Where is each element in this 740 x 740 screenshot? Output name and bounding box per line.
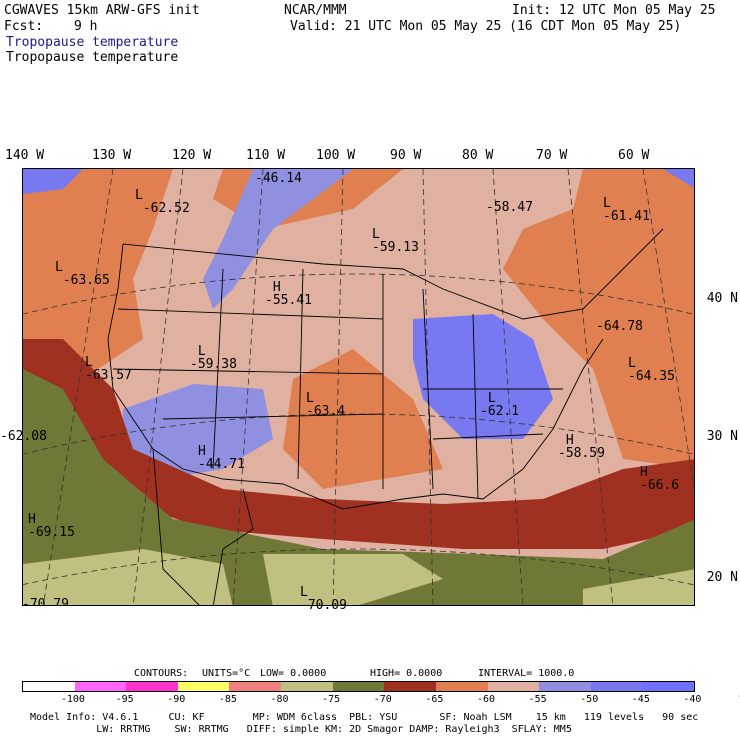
pressure-label: -70.79 (22, 598, 69, 606)
pressure-label: L -59.38 (190, 344, 237, 372)
pressure-label: H -58.59 (558, 433, 605, 461)
field-name-black: Tropopause temperature (6, 50, 179, 65)
model-title: CGWAVES 15km ARW-GFS init (4, 3, 200, 18)
field-tan-sw (23, 549, 233, 605)
valid-time: Valid: 21 UTC Mon 05 May 25 (16 CDT Mon … (290, 19, 682, 34)
map-canvas (23, 169, 694, 605)
model-info-line1: Model Info: V4.6.1 CU: KF MP: WDM 6class… (30, 712, 699, 723)
pressure-label: H -55.41 (265, 280, 312, 308)
colorbar-tick-label: -40 (683, 694, 702, 705)
field-orange-east (503, 169, 694, 469)
colorbar-swatch (487, 682, 540, 691)
lat-label: 20 N (706, 570, 738, 585)
colorbar-swatch (642, 682, 695, 691)
colorbar-tick-label: -55 (528, 694, 547, 705)
field-tan-se (583, 569, 694, 605)
contours-units: UNITS=°C (202, 668, 251, 679)
field-olive-south (23, 369, 694, 605)
colorbar-tick-label: -90 (167, 694, 186, 705)
contours-high: HIGH= 0.0000 (370, 668, 443, 679)
contours-interval: INTERVAL= 1000.0 (478, 668, 575, 679)
pressure-label: L -63.57 (85, 355, 132, 383)
pressure-label: L -63.65 (55, 260, 110, 288)
pressure-label: L -63.4 (306, 391, 346, 419)
colorbar-tick-label: -45 (631, 694, 650, 705)
org-label: NCAR/MMM (284, 3, 347, 18)
lat-label: 30 N (706, 429, 738, 444)
forecast-hours: 9 h (74, 19, 98, 34)
field-tan-gulf (263, 554, 443, 605)
contours-low: LOW= 0.0000 (260, 668, 327, 679)
lon-label: 140 W (5, 148, 45, 163)
lon-label: 60 W (618, 148, 650, 163)
pressure-label: L -62.1 (480, 391, 520, 419)
colorbar-swatch (74, 682, 127, 691)
lon-label: 90 W (390, 148, 422, 163)
field-orange-central (283, 349, 443, 489)
field-blue-sw (123, 384, 273, 479)
colorbar-swatch (590, 682, 643, 691)
field-name-blue: Tropopause temperature (6, 35, 179, 50)
colorbar-tick-label: -65 (425, 694, 444, 705)
colorbar-tick-label: -75 (322, 694, 341, 705)
field-blue-jet (203, 169, 353, 309)
colorbar-tick-label: -80 (270, 694, 289, 705)
pressure-label: H -44.71 (198, 444, 245, 472)
lon-label: 120 W (172, 148, 212, 163)
pressure-label: L -59.13 (372, 227, 419, 255)
colorbar-swatch (281, 682, 334, 691)
colorbar-tick-label: -100 (60, 694, 85, 705)
lon-label: 110 W (246, 148, 286, 163)
forecast-label: Fcst: (4, 19, 44, 34)
field-blue-ohio (413, 314, 553, 439)
colorbar-swatch (229, 682, 282, 691)
pressure-label: L -64.35 (628, 356, 675, 384)
field-blue-nw (23, 169, 83, 194)
pressure-label: -62.08 (0, 429, 47, 444)
pressure-label: -46.14 (255, 171, 302, 186)
tropopause-temperature-map (22, 168, 695, 606)
colorbar-tick-label: -85 (218, 694, 237, 705)
pressure-label: -64.78 (596, 319, 643, 334)
lon-label: 130 W (92, 148, 132, 163)
pressure-label: H -66.6 (640, 465, 680, 493)
model-info-line2: LW: RRTMG SW: RRTMG DIFF: simple KM: 2D … (30, 724, 572, 735)
colorbar-swatch (23, 682, 76, 691)
colorbar-swatch (332, 682, 385, 691)
pressure-label: H -69.15 (28, 512, 75, 540)
colorbar-tick-label: °C (738, 694, 740, 705)
init-time: Init: 12 UTC Mon 05 May 25 (512, 3, 716, 18)
colorbar (22, 681, 695, 692)
colorbar-tick-label: -60 (476, 694, 495, 705)
pressure-label: L -70.09 (300, 585, 347, 613)
colorbar-swatch (177, 682, 230, 691)
lon-label: 70 W (536, 148, 568, 163)
colorbar-swatch (539, 682, 592, 691)
field-red-band (23, 339, 694, 549)
pressure-label: -58.47 (486, 200, 533, 215)
colorbar-tick-label: -95 (115, 694, 134, 705)
colorbar-swatch (126, 682, 179, 691)
lon-label: 80 W (462, 148, 494, 163)
colorbar-tick-label: -70 (373, 694, 392, 705)
contours-title: CONTOURS: (134, 668, 189, 679)
boundaries (107, 228, 664, 605)
pressure-label: L -62.52 (135, 188, 190, 216)
colorbar-swatch (384, 682, 437, 691)
colorbar-tick-label: -50 (580, 694, 599, 705)
lon-label: 100 W (316, 148, 356, 163)
lat-label: 40 N (706, 291, 738, 306)
colorbar-swatch (435, 682, 489, 691)
pressure-label: L -61.41 (603, 196, 650, 224)
graticule (23, 169, 694, 605)
